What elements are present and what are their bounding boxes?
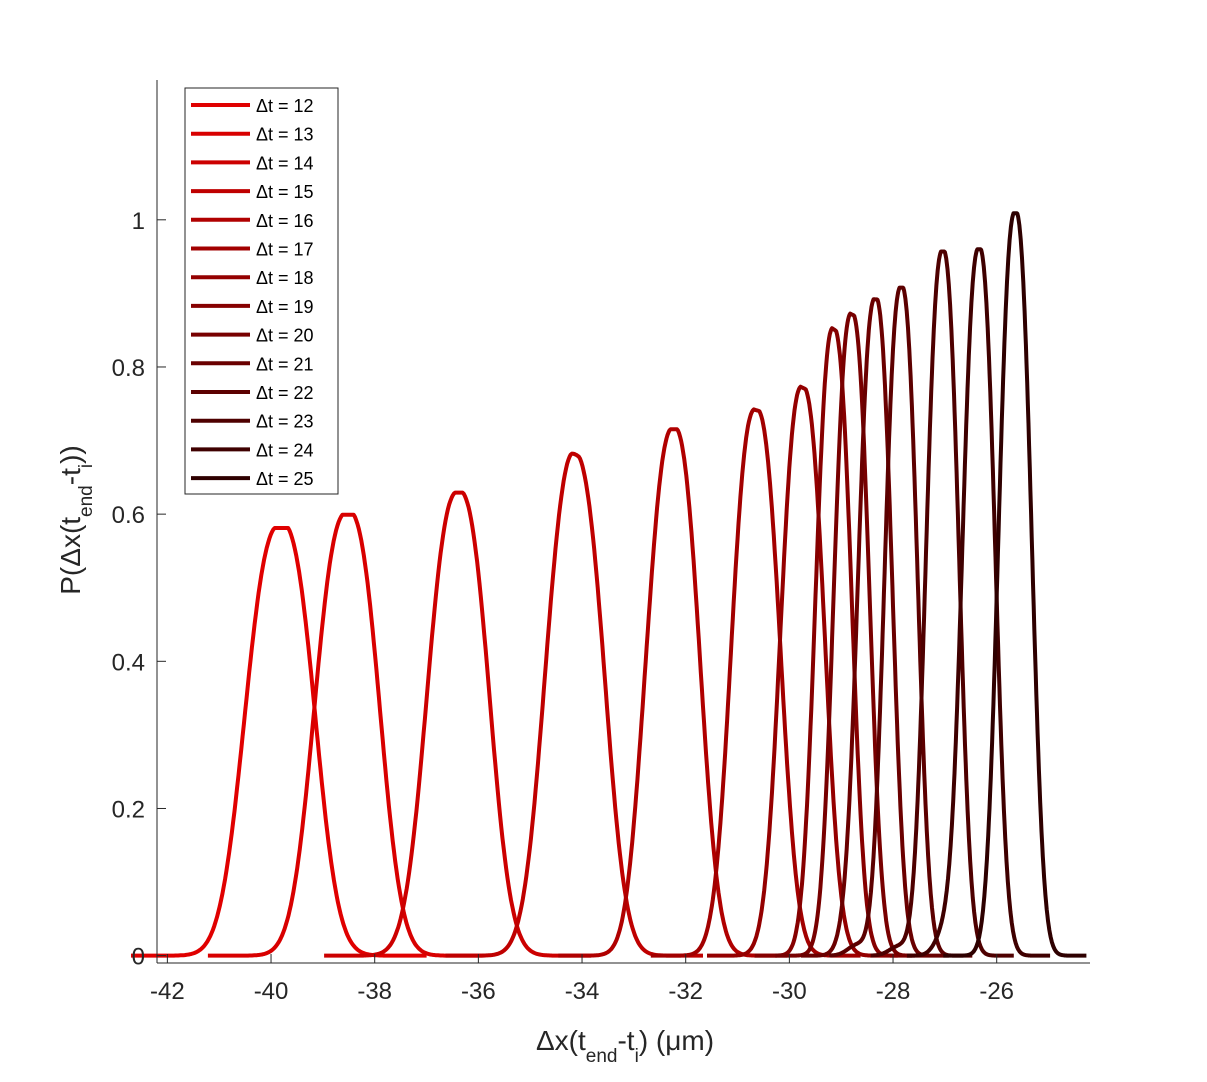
axes-layer (156, 80, 1090, 964)
x-tick-label: -34 (565, 978, 600, 1005)
legend-entry-label: Δt = 12 (256, 96, 314, 116)
legend-entry-label: Δt = 23 (256, 412, 314, 432)
series-line-5 (557, 427, 789, 958)
legend-entry-label: Δt = 15 (256, 182, 314, 202)
series-line-14 (942, 211, 1088, 958)
x-tick-label: -42 (150, 978, 185, 1005)
legend-entry-label: Δt = 22 (256, 383, 314, 403)
series-line-3 (323, 490, 592, 958)
x-tick-label: -28 (876, 978, 911, 1005)
series-line-12 (869, 249, 1016, 958)
legend-entry-label: Δt = 20 (256, 326, 314, 346)
x-tick-label: -32 (668, 978, 703, 1005)
y-tick-label: 0.8 (112, 355, 145, 382)
legend-entry-label: Δt = 17 (256, 240, 314, 260)
x-axis-label: Δx(tend-ti) (μm) (536, 1025, 714, 1067)
legend-entry-label: Δt = 19 (256, 297, 314, 317)
series-line-7 (705, 384, 899, 958)
y-axis-label: P(Δx(tend-ti)) (55, 445, 97, 595)
y-tick-label: 1 (132, 208, 145, 235)
y-tick-label: 0.6 (112, 502, 145, 529)
series-line-9 (774, 311, 930, 958)
x-tick-label: -26 (979, 978, 1014, 1005)
legend-entry-label: Δt = 13 (256, 125, 314, 145)
legend-entry-label: Δt = 24 (256, 440, 314, 460)
legend-entry-label: Δt = 18 (256, 268, 314, 288)
x-tick-label: -38 (357, 978, 392, 1005)
y-tick-label: 0 (132, 944, 145, 971)
x-tick-label: -36 (461, 978, 496, 1005)
legend-entry-label: Δt = 25 (256, 469, 314, 489)
series-line-13 (905, 247, 1052, 958)
legend-box (184, 87, 339, 495)
series-line-2 (207, 512, 486, 958)
legend-entry-label: Δt = 14 (256, 153, 314, 173)
y-tick-label: 0.4 (112, 649, 145, 676)
x-tick-label: -30 (772, 978, 807, 1005)
legend-entry-label: Δt = 21 (256, 354, 314, 374)
x-tick-label: -40 (254, 978, 289, 1005)
y-tick-label: 0.2 (112, 796, 145, 823)
legend: Δt = 12 Δt = 13 Δt = 14 Δt = 15 Δt = 16 Δt = … (184, 87, 339, 495)
legend-entry-label: Δt = 16 (256, 211, 314, 231)
ticks-layer: -42 -40 -38 -36 -34 -32 -30 -28 -26 0 0.2 0.4 0.6 0.8… (112, 208, 1014, 1005)
